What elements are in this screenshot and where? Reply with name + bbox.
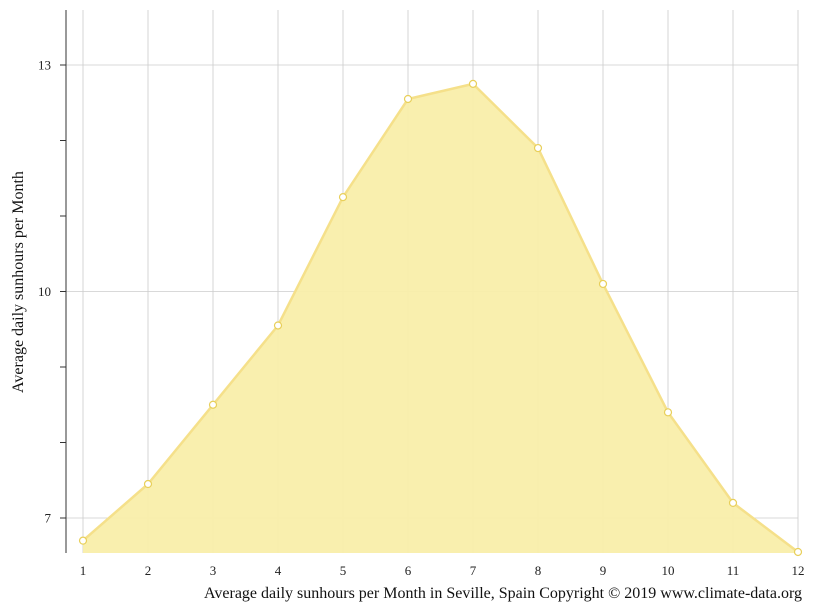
chart-caption: Average daily sunhours per Month in Sevi… (204, 585, 802, 602)
data-point-7 (468, 79, 478, 88)
data-points (78, 79, 803, 557)
x-tick-label-5: 5 (340, 563, 347, 578)
x-tick-label-4: 4 (275, 563, 282, 578)
x-tick-label-12: 12 (792, 563, 805, 578)
x-tick-labels: 1 2 3 4 5 6 7 8 9 10 11 12 (80, 563, 805, 578)
y-tick-label-10: 10 (38, 284, 51, 299)
x-tick-label-10: 10 (662, 563, 675, 578)
data-point-8 (533, 143, 543, 153)
y-tick-label-13: 13 (38, 58, 51, 73)
x-tick-label-1: 1 (80, 563, 87, 578)
data-point-12 (793, 547, 803, 557)
data-point-9 (598, 279, 608, 289)
x-tick-label-11: 11 (727, 563, 740, 578)
data-point-3 (208, 400, 218, 409)
data-point-10 (663, 408, 673, 417)
data-point-1 (78, 536, 88, 545)
data-point-4 (273, 321, 283, 330)
y-tick-label-7: 7 (45, 511, 52, 526)
x-tick-label-7: 7 (470, 563, 477, 578)
data-point-2 (143, 479, 153, 489)
y-axis-title: Average daily sunhours per Month (10, 171, 27, 393)
x-tick-label-2: 2 (145, 563, 152, 578)
area-fill (83, 83, 798, 554)
data-point-5 (338, 193, 348, 202)
data-point-6 (403, 94, 413, 104)
series-line (82, 82, 799, 553)
x-tick-label-3: 3 (210, 563, 217, 578)
x-tick-label-6: 6 (405, 563, 412, 578)
x-tick-label-9: 9 (600, 563, 607, 578)
x-tick-label-8: 8 (535, 563, 542, 578)
y-tick-labels: 7 10 13 (38, 58, 52, 526)
data-point-11 (728, 498, 738, 507)
axes (60, 10, 67, 553)
